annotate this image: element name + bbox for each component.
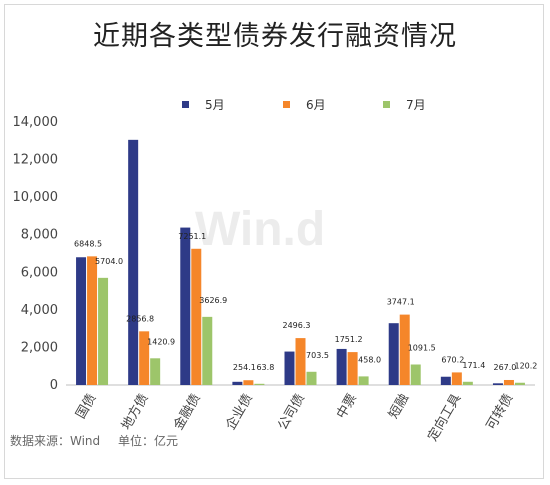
data-label: 171.4	[462, 361, 485, 370]
bar-1-3	[180, 227, 191, 385]
bar-2-8	[451, 372, 462, 385]
y-tick-label: 0	[50, 378, 58, 393]
data-source-note: 数据来源：Wind	[10, 434, 101, 448]
bar-1-4	[232, 381, 243, 385]
bar-2-6	[347, 352, 358, 385]
bar-3-2	[150, 358, 161, 385]
legend-swatch-3	[383, 101, 390, 108]
x-category-label: 金融债	[170, 391, 203, 433]
bar-2-2	[139, 331, 150, 385]
bar-1-7	[388, 323, 399, 385]
bar-1-2	[128, 139, 139, 385]
bar-1-9	[492, 383, 503, 385]
data-label: 1091.5	[408, 343, 436, 352]
y-tick-label: 4,000	[21, 303, 58, 318]
watermark: Win.d	[195, 203, 325, 256]
data-label: 120.2	[514, 362, 537, 371]
bar-1-5	[284, 351, 295, 385]
bar-2-9	[503, 379, 514, 385]
data-label: 6848.5	[74, 239, 102, 248]
x-category-label: 中票	[334, 392, 360, 422]
data-label: 7251.1	[178, 232, 206, 241]
data-label: 63.8	[256, 363, 274, 372]
bar-1-1	[76, 257, 87, 385]
y-tick-label: 6,000	[21, 265, 58, 280]
data-label: 2856.8	[126, 314, 154, 323]
chart-frame	[4, 4, 544, 479]
data-label: 670.2	[441, 355, 464, 364]
unit-note: 单位：亿元	[118, 434, 179, 448]
bar-2-3	[191, 248, 202, 385]
data-label: 458.0	[358, 355, 381, 364]
x-category-label: 可转债	[484, 392, 516, 433]
data-label: 2496.3	[283, 321, 311, 330]
bar-2-4	[243, 380, 254, 385]
legend-swatch-2	[283, 101, 290, 108]
bar-3-3	[202, 316, 213, 385]
legend-label-1: 5月	[205, 98, 225, 112]
x-category-label: 定向工具	[424, 391, 464, 444]
bar-3-7	[410, 364, 421, 385]
chart-title: 近期各类型债券发行融资情况	[93, 21, 457, 52]
x-category-label: 国债	[74, 392, 100, 422]
bar-2-7	[399, 314, 410, 385]
y-tick-label: 8,000	[21, 228, 58, 243]
bar-1-6	[336, 348, 347, 385]
data-label: 1751.2	[335, 335, 363, 344]
data-label: 254.1	[233, 363, 256, 372]
bar-3-6	[358, 376, 369, 385]
legend-swatch-1	[182, 101, 189, 108]
chart-footer: 数据来源：Wind 单位：亿元	[10, 432, 192, 449]
x-category-label: 地方债	[118, 391, 151, 433]
x-category-label: 短融	[386, 392, 412, 422]
bar-3-8	[462, 381, 473, 385]
y-tick-label: 10,000	[13, 190, 59, 205]
bar-2-5	[295, 338, 306, 385]
x-category-label: 企业债	[222, 391, 255, 433]
data-label: 703.5	[306, 351, 329, 360]
data-label: 1420.9	[147, 337, 175, 346]
y-tick-label: 14,000	[13, 115, 59, 130]
data-label: 3747.1	[387, 298, 415, 307]
data-label: 3626.9	[199, 296, 227, 305]
bar-3-5	[306, 371, 317, 385]
legend-label-3: 7月	[406, 98, 426, 112]
data-label: 5704.0	[95, 257, 123, 266]
bar-2-1	[87, 256, 98, 385]
y-tick-label: 2,000	[21, 340, 58, 355]
bar-3-9	[514, 382, 525, 385]
bar-3-4	[254, 383, 265, 385]
y-tick-label: 12,000	[13, 153, 59, 168]
x-category-label: 公司债	[275, 392, 307, 433]
legend-label-2: 6月	[306, 98, 326, 112]
data-label: 267.0	[493, 363, 516, 372]
bar-1-8	[440, 376, 451, 385]
bar-3-1	[98, 277, 109, 385]
